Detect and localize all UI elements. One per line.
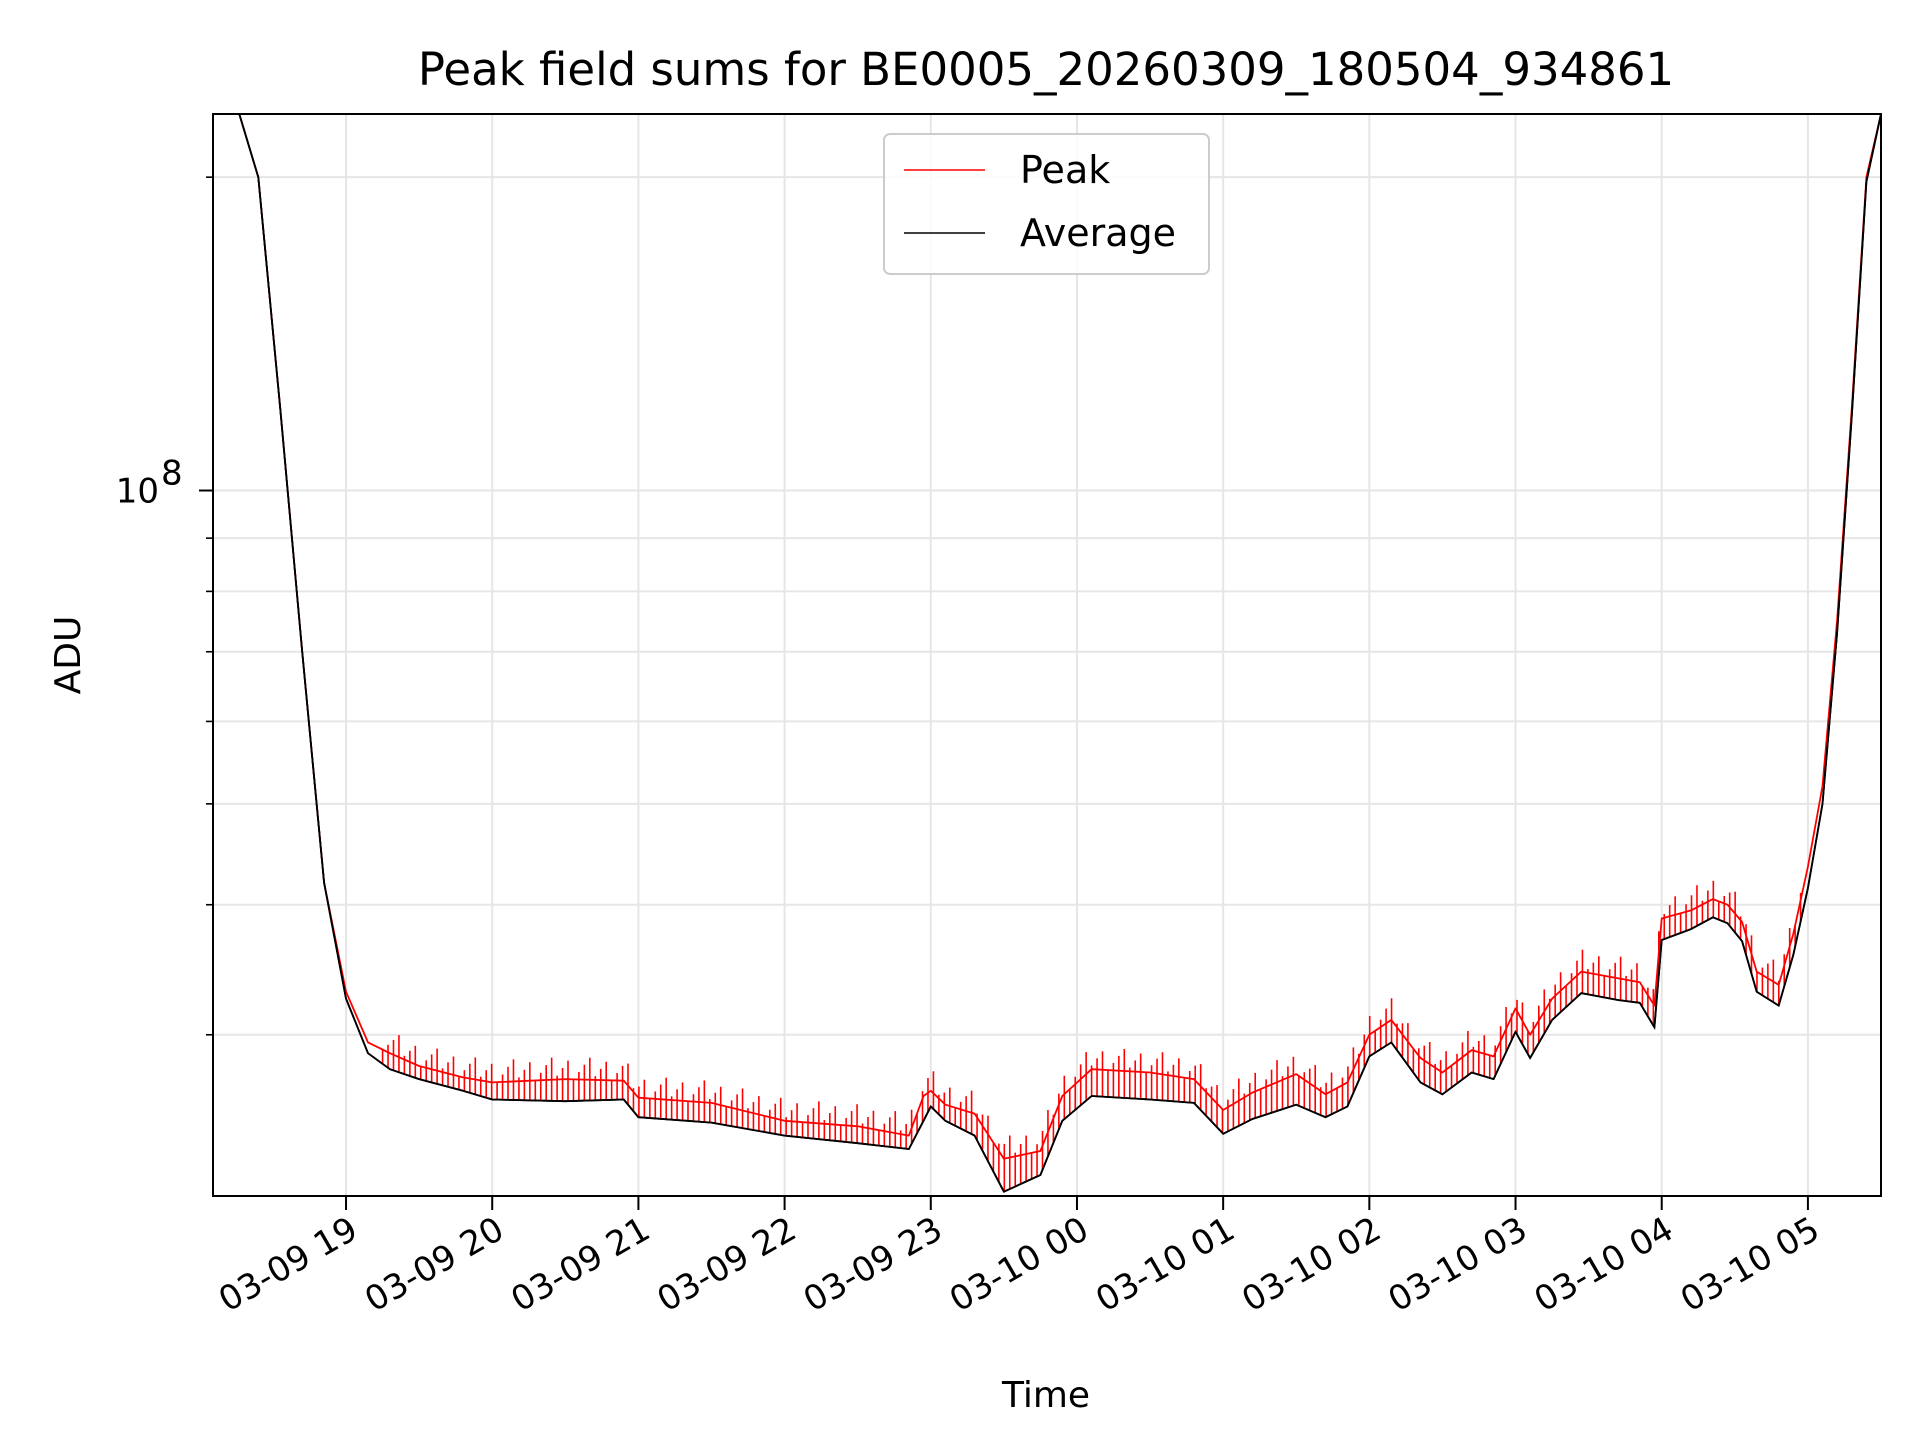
y-axis-label: ADU	[48, 616, 89, 695]
chart-title: Peak field sums for BE0005_20260309_1805…	[418, 43, 1674, 96]
y-tick-label: 10	[116, 472, 159, 512]
x-axis-label: Time	[1001, 1375, 1090, 1416]
series-line-average-overlay	[238, 114, 1881, 1193]
legend-box	[883, 133, 1210, 275]
legend-label-average: Average	[1020, 211, 1176, 255]
legend: Peak Average	[883, 133, 1210, 275]
legend-label-peak: Peak	[1020, 148, 1110, 192]
plot-frame	[212, 113, 1882, 1197]
series-layer	[238, 114, 1881, 1193]
y-tick-label-exponent: 8	[161, 454, 183, 494]
grid-layer	[213, 114, 1881, 1196]
